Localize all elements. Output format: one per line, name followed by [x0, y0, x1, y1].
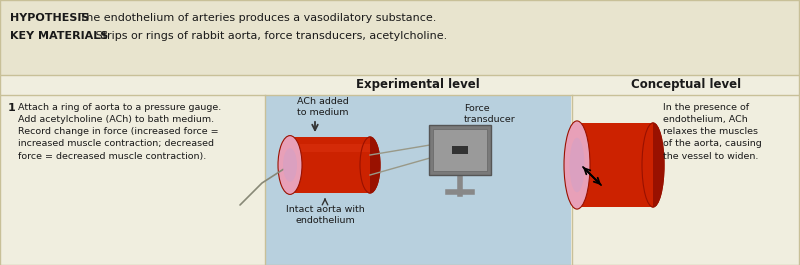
Bar	[452, 146, 468, 154]
Ellipse shape	[283, 148, 297, 182]
Ellipse shape	[360, 137, 380, 193]
Ellipse shape	[564, 121, 590, 209]
Text: The endothelium of arteries produces a vasodilatory substance.: The endothelium of arteries produces a v…	[76, 13, 436, 23]
Text: HYPOTHESIS: HYPOTHESIS	[10, 13, 90, 23]
Ellipse shape	[642, 123, 664, 207]
Text: In the presence of
endothelium, ACh
relaxes the muscles
of the aorta, causing
th: In the presence of endothelium, ACh rela…	[663, 103, 762, 161]
Ellipse shape	[278, 136, 302, 195]
Bar	[0, 0, 800, 75]
Bar	[573, 95, 800, 265]
Text: Force
transducer: Force transducer	[464, 104, 516, 124]
Text: Conceptual level: Conceptual level	[631, 78, 741, 91]
Text: Strips or rings of rabbit aorta, force transducers, acetylcholine.: Strips or rings of rabbit aorta, force t…	[92, 31, 447, 41]
Text: Experimental level: Experimental level	[356, 78, 480, 91]
Text: Attach a ring of aorta to a pressure gauge.
Add acetylcholine (ACh) to bath medi: Attach a ring of aorta to a pressure gau…	[18, 103, 222, 161]
Text: ACh added
to medium: ACh added to medium	[297, 97, 349, 117]
Bar	[266, 95, 571, 265]
Text: Intact aorta with
endothelium: Intact aorta with endothelium	[286, 205, 364, 225]
Bar	[577, 123, 653, 207]
Bar	[0, 95, 800, 265]
Bar	[0, 75, 800, 95]
FancyBboxPatch shape	[429, 125, 491, 175]
Text: 1: 1	[8, 103, 16, 113]
Text: KEY MATERIALS: KEY MATERIALS	[10, 31, 108, 41]
Bar	[290, 144, 370, 152]
FancyBboxPatch shape	[433, 129, 487, 171]
Bar	[290, 137, 370, 193]
Ellipse shape	[570, 138, 585, 192]
